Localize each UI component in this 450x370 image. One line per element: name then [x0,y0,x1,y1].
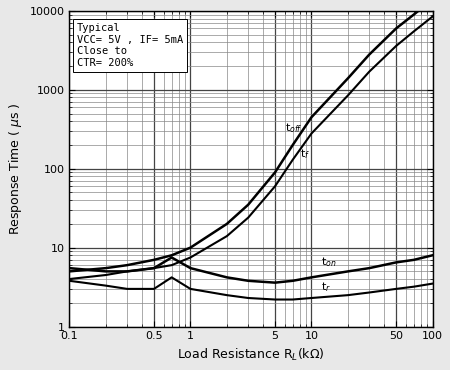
X-axis label: Load Resistance R$_L$(k$\Omega$): Load Resistance R$_L$(k$\Omega$) [177,347,325,363]
Text: t$_r$: t$_r$ [321,280,331,293]
Text: t$_{off}$: t$_{off}$ [285,121,302,135]
Text: t$_f$: t$_f$ [300,147,310,161]
Text: Typical
VCC= 5V , IF= 5mA
Close to
CTR= 200%: Typical VCC= 5V , IF= 5mA Close to CTR= … [76,23,183,68]
Text: t$_{on}$: t$_{on}$ [321,256,337,269]
Y-axis label: Response Time ( $\mu$s ): Response Time ( $\mu$s ) [7,102,24,235]
